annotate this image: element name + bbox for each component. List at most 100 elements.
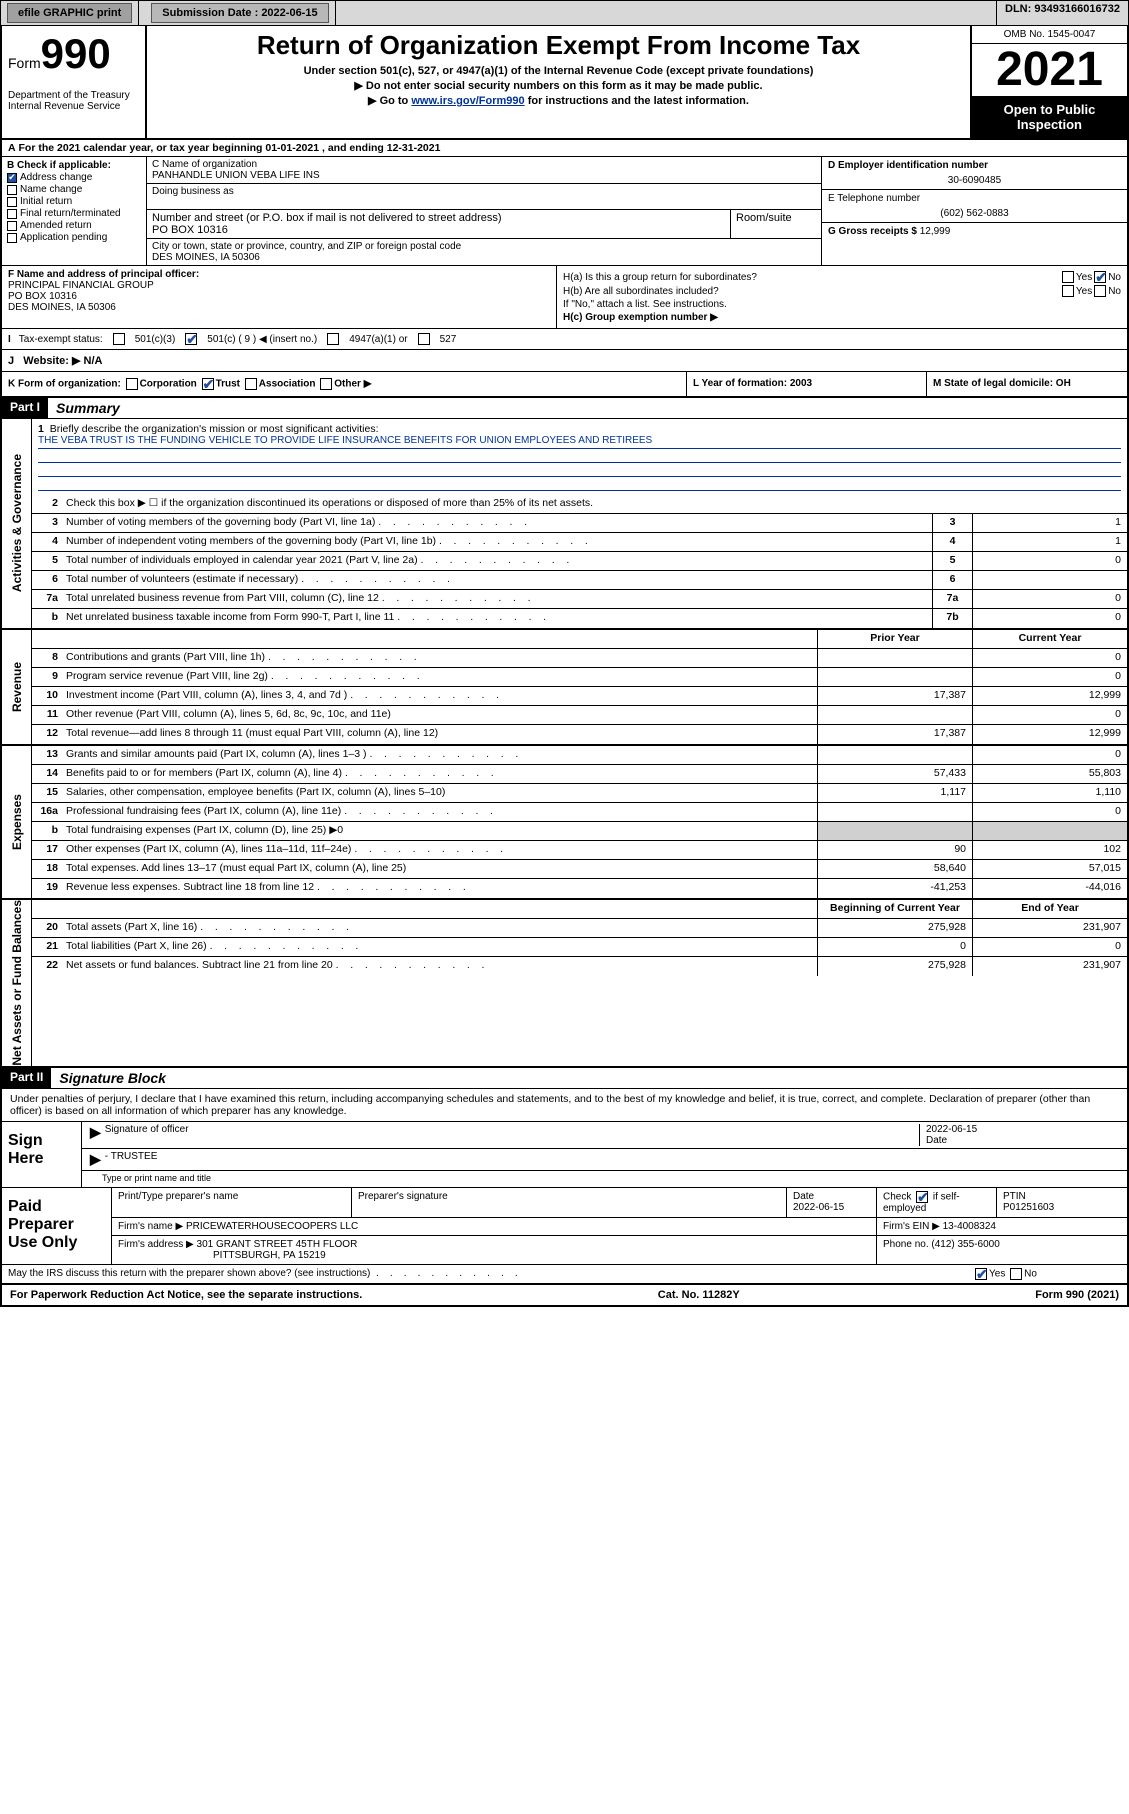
officer-name: PRINCIPAL FINANCIAL GROUP — [8, 280, 154, 291]
checkbox-icon — [7, 221, 17, 231]
lbl-amended: Amended return — [20, 220, 92, 231]
col-f: F Name and address of principal officer:… — [2, 266, 557, 328]
e-label: E Telephone number — [828, 193, 1121, 204]
line-12: 12Total revenue—add lines 8 through 11 (… — [32, 725, 1127, 744]
line-22: 22Net assets or fund balances. Subtract … — [32, 957, 1127, 976]
self-emp-checkbox[interactable] — [916, 1191, 928, 1203]
num-7a: 7a — [32, 590, 62, 608]
desc-6: Total number of volunteers (estimate if … — [62, 571, 932, 589]
p-13 — [817, 746, 972, 764]
header-right: OMB No. 1545-0047 2021 Open to Public In… — [972, 26, 1127, 138]
submission-cell: Submission Date : 2022-06-15 — [139, 1, 335, 25]
firm-addr-label: Firm's address ▶ — [118, 1239, 197, 1250]
efile-button[interactable]: efile GRAPHIC print — [7, 3, 132, 23]
c-13: 0 — [972, 746, 1127, 764]
sign-here-row: Sign Here ▶ Signature of officer 2022-06… — [2, 1121, 1127, 1187]
sub3-pre: ▶ Go to — [368, 95, 411, 107]
d-label: D Employer identification number — [828, 160, 988, 171]
section-j: J Website: ▶ N/A — [0, 350, 1129, 372]
self-emp-cell: Check if self-employed — [877, 1188, 997, 1217]
g-label: G Gross receipts $ — [828, 226, 920, 237]
firm-addr: 301 GRANT STREET 45TH FLOOR — [197, 1239, 358, 1250]
col-c: C Name of organization PANHANDLE UNION V… — [147, 157, 822, 265]
desc-13: Grants and similar amounts paid (Part IX… — [62, 746, 817, 764]
num-4: 4 — [32, 533, 62, 551]
prep-row-2: Firm's name ▶ PRICEWATERHOUSECOOPERS LLC… — [112, 1218, 1127, 1236]
ha-label: H(a) Is this a group return for subordin… — [563, 272, 1060, 283]
i-501c3-checkbox[interactable] — [113, 333, 125, 345]
p-11 — [817, 706, 972, 724]
i-501c-checkbox[interactable] — [185, 333, 197, 345]
chk-amended[interactable]: Amended return — [7, 220, 141, 231]
desc-22: Net assets or fund balances. Subtract li… — [62, 957, 817, 976]
k-other-checkbox[interactable] — [320, 378, 332, 390]
mission-blank-1 — [38, 449, 1121, 463]
desc-7b: Net unrelated business taxable income fr… — [62, 609, 932, 628]
c-19: -44,016 — [972, 879, 1127, 898]
c-21: 0 — [972, 938, 1127, 956]
no-label: No — [1108, 272, 1121, 283]
hb-no-checkbox[interactable] — [1094, 285, 1106, 297]
k-trust-checkbox[interactable] — [202, 378, 214, 390]
submission-date-button[interactable]: Submission Date : 2022-06-15 — [151, 3, 328, 23]
i-527-checkbox[interactable] — [418, 333, 430, 345]
ptin-value: P01251603 — [1003, 1202, 1054, 1213]
line-1-mission: 1 Briefly describe the organization's mi… — [32, 419, 1127, 495]
phone-label: Phone no. — [883, 1239, 931, 1250]
firm-name-cell: Firm's name ▶ PRICEWATERHOUSECOOPERS LLC — [112, 1218, 877, 1235]
prep-sig-cell: Preparer's signature — [352, 1188, 787, 1217]
self-emp-label: Check — [883, 1191, 914, 1202]
ha-yes-checkbox[interactable] — [1062, 271, 1074, 283]
k-assoc-checkbox[interactable] — [245, 378, 257, 390]
irs-yes-checkbox[interactable] — [975, 1268, 987, 1280]
firm-phone: (412) 355-6000 — [931, 1239, 999, 1250]
ha-no-checkbox[interactable] — [1094, 271, 1106, 283]
rev-header: Prior Year Current Year — [32, 630, 1127, 649]
c-22: 231,907 — [972, 957, 1127, 976]
chk-initial[interactable]: Initial return — [7, 196, 141, 207]
k-corp-label: Corporation — [140, 379, 197, 390]
hb-yes-checkbox[interactable] — [1062, 285, 1074, 297]
desc-16b: Total fundraising expenses (Part IX, col… — [62, 822, 817, 840]
prep-date-label: Date — [793, 1191, 814, 1202]
irs-no-checkbox[interactable] — [1010, 1268, 1022, 1280]
chk-name-change[interactable]: Name change — [7, 184, 141, 195]
may-irs-label: May the IRS discuss this return with the… — [8, 1268, 370, 1279]
k-corp-checkbox[interactable] — [126, 378, 138, 390]
sign-here-label: Sign Here — [2, 1122, 82, 1187]
part-i-bar: Part I — [2, 398, 48, 418]
form-number: 990 — [41, 30, 111, 77]
desc-15: Salaries, other compensation, employee b… — [62, 784, 817, 802]
e-phone-row: E Telephone number (602) 562-0883 — [822, 190, 1127, 223]
d-ein-row: D Employer identification number 30-6090… — [822, 157, 1127, 190]
part-i-header: Part I Summary — [0, 398, 1129, 419]
addr-label: Number and street (or P.O. box if mail i… — [152, 212, 725, 224]
part-ii-title: Signature Block — [51, 1068, 174, 1088]
omb-number: OMB No. 1545-0047 — [972, 26, 1127, 44]
firm-phone-cell: Phone no. (412) 355-6000 — [877, 1236, 1127, 1264]
l-year: L Year of formation: 2003 — [687, 372, 927, 396]
lbl-final: Final return/terminated — [20, 208, 121, 219]
paid-cells: Print/Type preparer's name Preparer's si… — [112, 1188, 1127, 1264]
chk-final[interactable]: Final return/terminated — [7, 208, 141, 219]
line-11: 11Other revenue (Part VIII, column (A), … — [32, 706, 1127, 725]
p-21: 0 — [817, 938, 972, 956]
chk-app-pending[interactable]: Application pending — [7, 232, 141, 243]
firm-name-label: Firm's name ▶ — [118, 1221, 186, 1232]
website-value: N/A — [84, 355, 103, 367]
sign-content: ▶ Signature of officer 2022-06-15 Date ▶… — [82, 1122, 1127, 1187]
firm-city: PITTSBURGH, PA 15219 — [118, 1250, 326, 1261]
h-b-row: H(b) Are all subordinates included? Yes … — [563, 285, 1121, 297]
line-7a: 7a Total unrelated business revenue from… — [32, 590, 1127, 609]
prep-date-cell: Date 2022-06-15 — [787, 1188, 877, 1217]
chk-address-change[interactable]: ✔Address change — [7, 172, 141, 183]
lbl-initial: Initial return — [20, 196, 72, 207]
k-trust-label: Trust — [216, 379, 240, 390]
box-7b: 7b — [932, 609, 972, 628]
p-15: 1,117 — [817, 784, 972, 802]
line-15: 15Salaries, other compensation, employee… — [32, 784, 1127, 803]
i-4947-checkbox[interactable] — [327, 333, 339, 345]
irs-link[interactable]: www.irs.gov/Form990 — [411, 95, 524, 107]
open-public-label: Open to Public Inspection — [972, 96, 1127, 138]
c-18: 57,015 — [972, 860, 1127, 878]
